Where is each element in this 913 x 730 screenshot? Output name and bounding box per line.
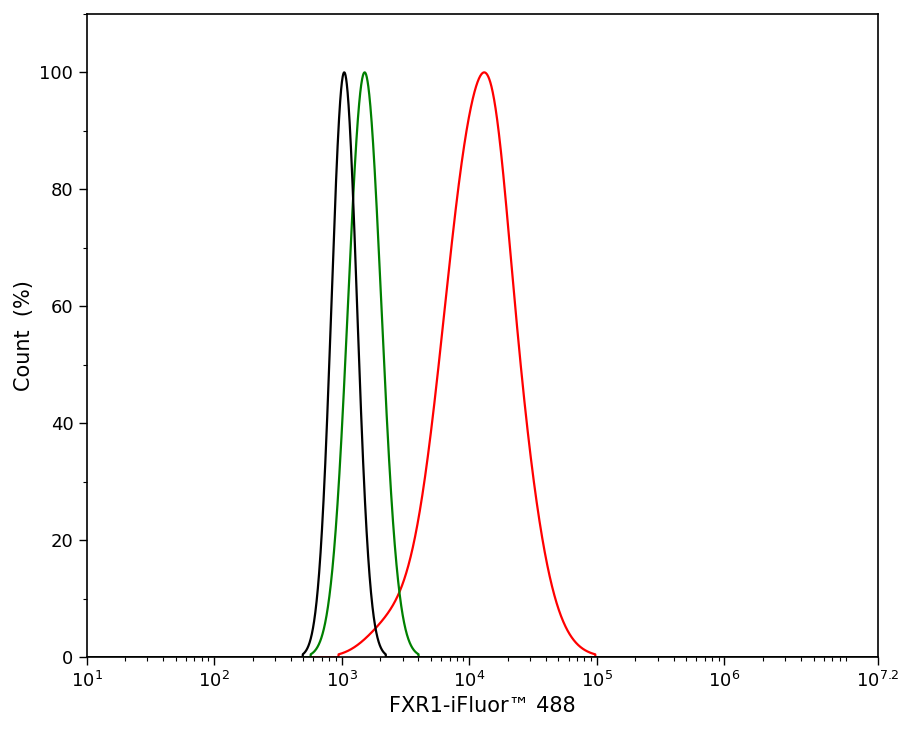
Y-axis label: Count  (%): Count (%) [14,280,34,391]
X-axis label: FXR1-iFluor™ 488: FXR1-iFluor™ 488 [389,696,575,716]
